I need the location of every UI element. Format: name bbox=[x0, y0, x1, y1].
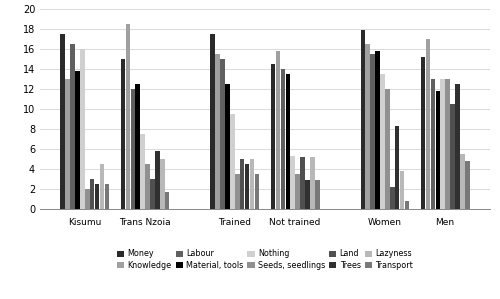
Bar bbox=[456, 84, 460, 209]
Bar bbox=[405, 201, 409, 209]
Bar bbox=[420, 57, 425, 209]
Bar bbox=[150, 179, 154, 209]
Bar bbox=[366, 44, 370, 209]
Bar bbox=[370, 54, 375, 209]
Bar bbox=[95, 184, 100, 209]
Bar bbox=[446, 79, 450, 209]
Bar bbox=[390, 187, 394, 209]
Bar bbox=[426, 39, 430, 209]
Bar bbox=[146, 164, 150, 209]
Bar bbox=[80, 49, 84, 209]
Bar bbox=[280, 69, 285, 209]
Bar bbox=[300, 157, 304, 209]
Bar bbox=[165, 192, 170, 209]
Bar bbox=[255, 174, 260, 209]
Bar bbox=[140, 134, 145, 209]
Bar bbox=[100, 164, 104, 209]
Bar bbox=[450, 104, 454, 209]
Bar bbox=[240, 159, 244, 209]
Bar bbox=[465, 161, 469, 209]
Bar bbox=[310, 157, 314, 209]
Bar bbox=[376, 51, 380, 209]
Bar bbox=[235, 174, 240, 209]
Bar bbox=[76, 71, 80, 209]
Bar bbox=[430, 79, 435, 209]
Bar bbox=[136, 84, 140, 209]
Bar bbox=[270, 64, 275, 209]
Bar bbox=[160, 159, 164, 209]
Bar bbox=[120, 59, 125, 209]
Bar bbox=[85, 189, 89, 209]
Bar bbox=[216, 54, 220, 209]
Bar bbox=[250, 159, 254, 209]
Legend: Money, Knowledge, Labour, Material, tools, Nothing, Seeds, seedlings, Land, Tree: Money, Knowledge, Labour, Material, tool… bbox=[117, 249, 413, 270]
Bar bbox=[130, 89, 135, 209]
Bar bbox=[210, 34, 215, 209]
Bar bbox=[245, 164, 250, 209]
Bar bbox=[220, 59, 224, 209]
Bar bbox=[105, 184, 110, 209]
Bar bbox=[395, 126, 400, 209]
Bar bbox=[155, 151, 160, 209]
Bar bbox=[230, 114, 234, 209]
Bar bbox=[290, 156, 295, 209]
Bar bbox=[70, 44, 74, 209]
Bar bbox=[380, 74, 384, 209]
Bar bbox=[360, 30, 365, 209]
Bar bbox=[440, 79, 445, 209]
Bar bbox=[126, 24, 130, 209]
Bar bbox=[436, 91, 440, 209]
Bar bbox=[315, 180, 320, 209]
Bar bbox=[276, 51, 280, 209]
Bar bbox=[296, 174, 300, 209]
Bar bbox=[286, 74, 290, 209]
Bar bbox=[66, 79, 70, 209]
Bar bbox=[226, 84, 230, 209]
Bar bbox=[400, 171, 404, 209]
Bar bbox=[60, 34, 65, 209]
Bar bbox=[306, 180, 310, 209]
Bar bbox=[90, 179, 94, 209]
Bar bbox=[460, 154, 464, 209]
Bar bbox=[385, 89, 390, 209]
